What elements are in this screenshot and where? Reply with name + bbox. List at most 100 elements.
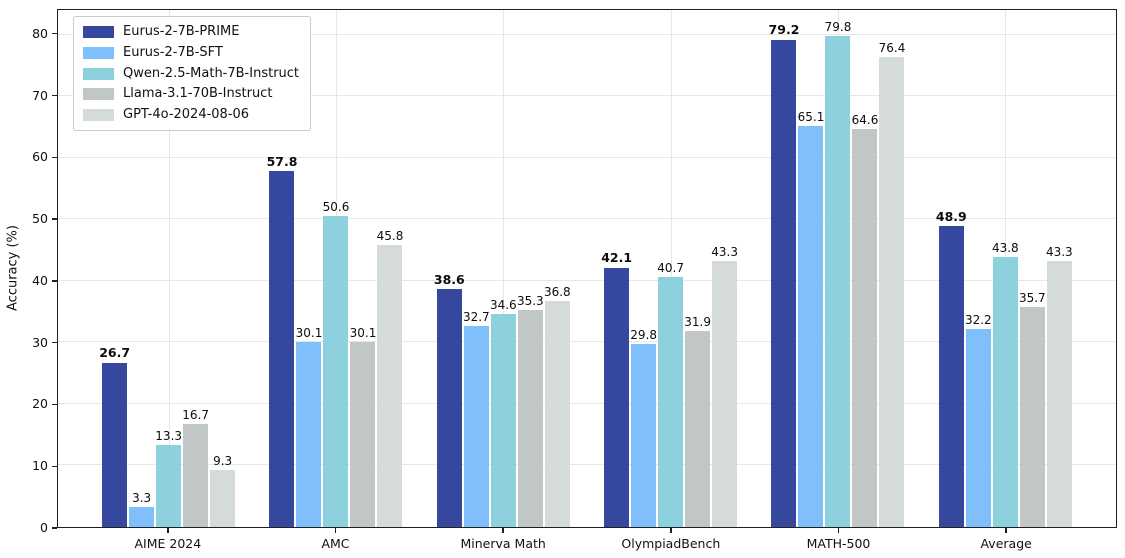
bar (938, 226, 964, 527)
x-axis-tick (670, 528, 672, 533)
x-axis-category-label: Average (980, 536, 1032, 551)
y-axis-tick-label: 60 (32, 149, 48, 165)
x-axis-tick (1005, 528, 1007, 533)
bar-slot: 26.7 (99, 10, 131, 527)
bar (102, 362, 128, 527)
bar (798, 126, 824, 527)
bar-slot: 30.1 (295, 10, 323, 527)
bar-groups: 26.7 3.3 13.3 16.7 9.3 57.8 30.1 50.6 30.1 45.8 38… (58, 10, 1116, 527)
bar-value-label: 34.6 (489, 298, 517, 313)
x-axis-tick (502, 528, 504, 533)
bar-value-label: 31.9 (684, 314, 711, 329)
bar-value-label: 43.8 (991, 241, 1019, 256)
bar-value-label: 40.7 (657, 260, 684, 275)
bar (631, 343, 657, 527)
bar-slot: 76.4 (878, 10, 906, 527)
y-axis-tick-label: 20 (32, 396, 48, 412)
legend-label: Eurus-2-7B-PRIME (123, 24, 240, 39)
bar (269, 171, 295, 527)
bar-value-label: 13.3 (155, 429, 183, 444)
legend-item: Llama-3.1-70B-Instruct (83, 86, 299, 102)
bar-value-label: 65.1 (797, 110, 825, 125)
bar-slot: 31.9 (684, 10, 711, 527)
bar-value-label: 76.4 (878, 40, 906, 55)
bar-slot: 79.8 (824, 10, 852, 527)
bar (323, 215, 349, 527)
bar-value-label: 29.8 (630, 327, 657, 342)
bar-value-label: 64.6 (851, 113, 879, 128)
bar-slot: 43.8 (991, 10, 1019, 527)
gridline-vertical (503, 10, 505, 527)
gridline-horizontal (58, 464, 1116, 466)
bar-slot: 32.7 (463, 10, 490, 527)
bar (377, 245, 403, 527)
legend-label: Qwen-2.5-Math-7B-Instruct (123, 65, 300, 81)
legend-item: GPT-4o-2024-08-06 (83, 107, 299, 123)
gridline-horizontal (58, 156, 1116, 158)
bar-value-label: 36.8 (543, 284, 571, 299)
bar-value-label: 43.3 (1045, 244, 1073, 259)
bar-value-label: 48.9 (935, 208, 967, 224)
bar-slot: 43.3 (1045, 10, 1073, 527)
bar-slot: 79.2 (769, 10, 799, 527)
bar (992, 257, 1018, 527)
bar-value-label: 26.7 (99, 345, 131, 361)
legend-swatch-icon (83, 109, 114, 122)
bar-value-label: 30.1 (295, 325, 323, 340)
gridline-horizontal (58, 218, 1116, 220)
bar-value-label: 79.8 (824, 19, 852, 34)
plot-area: 26.7 3.3 13.3 16.7 9.3 57.8 30.1 50.6 30.1 45.8 38… (57, 9, 1117, 528)
bar (771, 39, 797, 527)
bar-slot: 35.7 (1018, 10, 1046, 527)
x-axis-tick (334, 528, 337, 533)
y-axis-tick-label: 0 (40, 520, 48, 535)
bar (852, 129, 878, 527)
bar-slot: 35.3 (516, 10, 544, 527)
bar (156, 445, 182, 527)
bar-value-label: 9.3 (213, 453, 233, 468)
bar-group: 42.1 29.8 40.7 31.9 43.3 (587, 10, 754, 527)
bar-slot: 16.7 (182, 10, 210, 527)
bar-slot: 34.6 (489, 10, 517, 527)
gridline-vertical (670, 10, 672, 527)
x-axis-category-label: OlympiadBench (621, 536, 721, 551)
bar-slot: 64.6 (851, 10, 879, 527)
bar-group: 57.8 30.1 50.6 30.1 45.8 (252, 10, 419, 527)
bar-slot: 29.8 (630, 10, 657, 527)
bar (544, 300, 570, 527)
legend-item: Eurus-2-7B-PRIME (83, 24, 299, 40)
legend-swatch-icon (83, 46, 114, 59)
bar (296, 341, 322, 527)
bar-slot: 43.3 (711, 10, 738, 527)
bar-group: 79.2 65.1 79.8 64.6 76.4 (754, 10, 921, 527)
bar-value-label: 3.3 (132, 490, 152, 505)
y-axis-tick-label: 70 (32, 87, 48, 103)
bar-value-label: 38.6 (433, 271, 465, 287)
y-axis-tick (52, 156, 57, 158)
gridline-vertical (168, 10, 170, 527)
bar-slot: 32.2 (965, 10, 992, 527)
bar-value-label: 35.7 (1018, 291, 1046, 306)
legend-label: GPT-4o-2024-08-06 (123, 107, 250, 122)
bar (604, 267, 630, 527)
bar-slot: 57.8 (267, 10, 297, 527)
bar-value-label: 50.6 (322, 199, 350, 214)
y-axis-title: Accuracy (%) (5, 225, 21, 311)
bar-slot: 3.3 (129, 10, 155, 527)
legend-item: Qwen-2.5-Math-7B-Instruct (83, 66, 299, 82)
bar (129, 506, 155, 527)
bar-value-label: 35.3 (516, 293, 544, 308)
bar-slot: 40.7 (657, 10, 684, 527)
y-axis-tick-label: 80 (32, 25, 48, 41)
bar (1046, 260, 1072, 527)
bar-slot: 42.1 (601, 10, 632, 527)
bar-group: 26.7 3.3 13.3 16.7 9.3 (85, 10, 252, 527)
bar-group: 48.9 32.2 43.8 35.7 43.3 (922, 10, 1089, 527)
gridline-horizontal (58, 33, 1116, 35)
bar-value-label: 16.7 (182, 408, 210, 423)
bar-value-label: 30.1 (349, 325, 377, 340)
bar (436, 289, 462, 527)
gridline-horizontal (58, 95, 1116, 97)
bar-slot: 9.3 (210, 10, 236, 527)
bar (210, 469, 236, 527)
